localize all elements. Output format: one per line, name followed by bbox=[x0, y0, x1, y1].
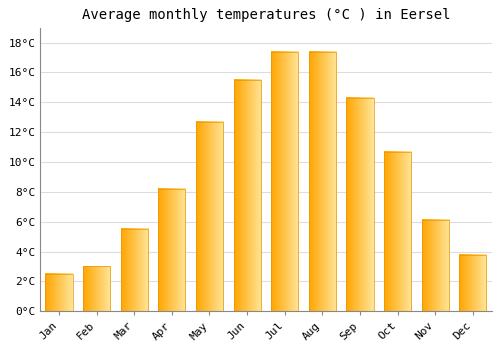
Bar bbox=[83, 266, 110, 311]
Bar bbox=[271, 51, 298, 311]
Bar bbox=[309, 51, 336, 311]
Bar bbox=[234, 80, 260, 311]
Bar bbox=[120, 229, 148, 311]
Bar bbox=[422, 220, 449, 311]
Bar bbox=[158, 189, 186, 311]
Bar bbox=[460, 254, 486, 311]
Bar bbox=[384, 152, 411, 311]
Title: Average monthly temperatures (°C ) in Eersel: Average monthly temperatures (°C ) in Ee… bbox=[82, 8, 450, 22]
Bar bbox=[346, 98, 374, 311]
Bar bbox=[196, 122, 223, 311]
Bar bbox=[46, 274, 72, 311]
